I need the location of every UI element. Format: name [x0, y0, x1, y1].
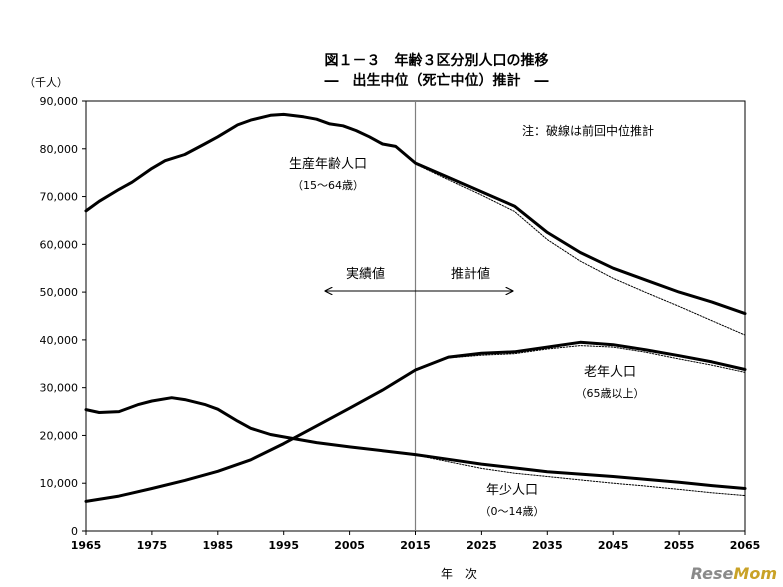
x-tick-label: 1995 — [268, 539, 299, 552]
series-label: 老年人口 — [584, 365, 636, 380]
note-text: 注：破線は前回中位推計 — [522, 123, 654, 138]
series-label: 生産年齢人口 — [289, 156, 367, 172]
x-tick-label: 2015 — [400, 539, 431, 552]
actual-label: 実績値 — [346, 266, 385, 282]
x-tick-label: 2045 — [598, 539, 629, 552]
x-tick-label: 2005 — [334, 539, 365, 552]
x-tick-label: 2035 — [532, 539, 563, 552]
series-sublabel: （0～14歳） — [480, 505, 545, 518]
series-sublabel: （15～64歳） — [292, 179, 364, 192]
resemom-logo: ReseMom — [691, 564, 777, 583]
series-sublabel: （65歳以上） — [576, 387, 645, 400]
x-tick-label: 1985 — [202, 539, 233, 552]
y-tick-label: 40,000 — [40, 334, 79, 347]
y-tick-label: 20,000 — [40, 429, 79, 442]
x-tick-label: 1975 — [137, 539, 168, 552]
y-tick-label: 0 — [71, 525, 78, 538]
series-line-1 — [416, 164, 746, 335]
y-tick-label: 10,000 — [40, 477, 79, 490]
y-unit-label: （千人） — [24, 76, 68, 89]
y-tick-label: 30,000 — [40, 382, 79, 395]
x-tick-label: 2055 — [664, 539, 695, 552]
x-tick-label: 2065 — [730, 539, 761, 552]
x-axis-label: 年 次 — [441, 567, 477, 581]
y-tick-label: 70,000 — [40, 191, 79, 204]
y-tick-label: 90,000 — [40, 95, 79, 108]
projection-label: 推計値 — [451, 266, 490, 282]
y-tick-label: 60,000 — [40, 238, 79, 251]
x-tick-label: 1965 — [71, 539, 102, 552]
x-tick-label: 2025 — [466, 539, 497, 552]
y-tick-label: 50,000 — [40, 286, 79, 299]
series-label: 年少人口 — [486, 483, 538, 498]
y-tick-label: 80,000 — [40, 143, 79, 156]
